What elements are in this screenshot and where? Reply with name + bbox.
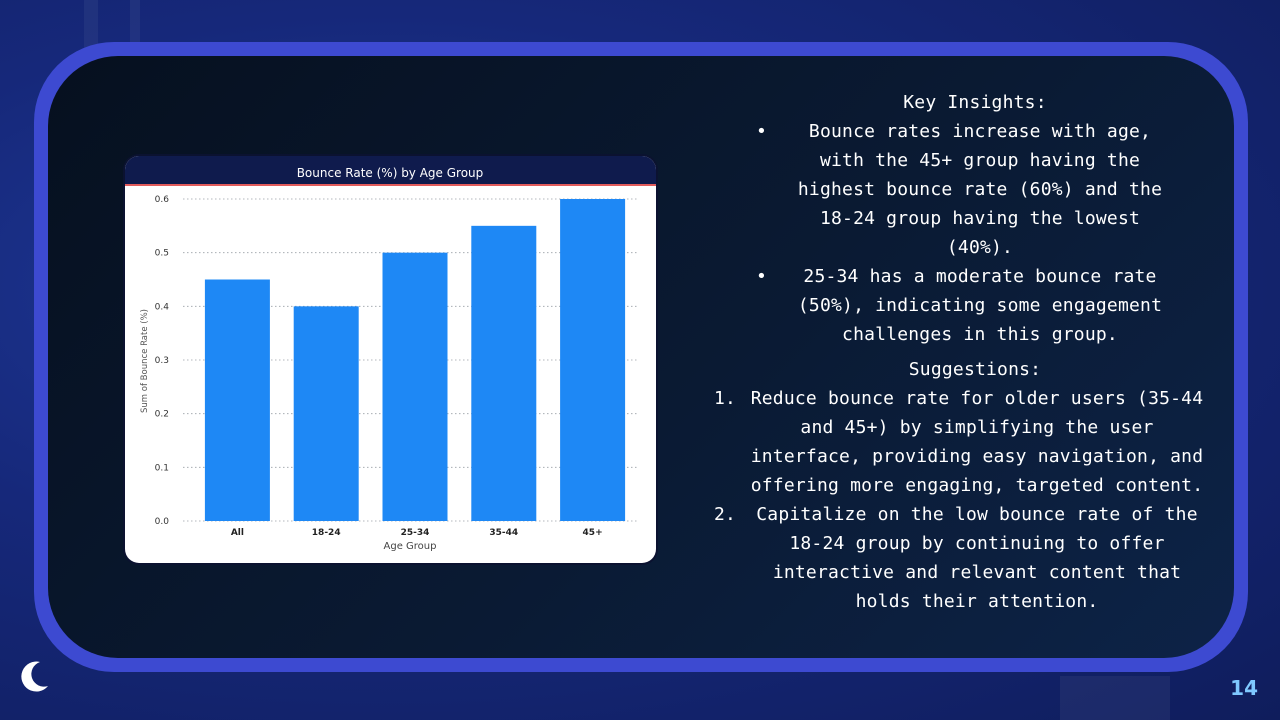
x-tick-label: 45+ bbox=[583, 528, 603, 538]
suggestion-text: Reduce bounce rate for older users (35-4… bbox=[750, 388, 1204, 496]
y-tick-label: 0.5 bbox=[155, 249, 169, 259]
bar-35-44[interactable] bbox=[471, 225, 537, 521]
bullet-icon: • bbox=[756, 121, 768, 142]
chart-header-bar bbox=[125, 156, 656, 184]
background-stripe bbox=[130, 0, 140, 60]
suggestion-number: 2. bbox=[714, 504, 737, 525]
moon-icon bbox=[21, 661, 48, 692]
y-axis-label: Sum of Bounce Rate (%) bbox=[140, 309, 150, 413]
x-tick-label: 35-44 bbox=[489, 528, 518, 538]
suggestion-item: 2. Capitalize on the low bounce rate of t… bbox=[700, 500, 1250, 616]
insight-item: • 25-34 has a moderate bounce rate (50%),… bbox=[700, 262, 1250, 349]
background-stripe bbox=[1060, 676, 1170, 720]
bar-All[interactable] bbox=[204, 279, 270, 522]
y-tick-label: 0.4 bbox=[155, 302, 170, 312]
y-tick-label: 0.6 bbox=[155, 195, 170, 205]
insights-text: Key Insights: • Bounce rates increase wit… bbox=[700, 88, 1250, 616]
bullet-icon: • bbox=[756, 266, 768, 287]
chart-title: Bounce Rate (%) by Age Group bbox=[297, 166, 484, 180]
page-number: 14 bbox=[1230, 676, 1258, 700]
x-tick-label: All bbox=[231, 528, 244, 538]
bar-18-24[interactable] bbox=[293, 306, 359, 521]
suggestions-heading: Suggestions: bbox=[908, 359, 1042, 380]
insights-list: • Bounce rates increase with age, with th… bbox=[700, 117, 1250, 349]
key-insights-heading: Key Insights: bbox=[903, 92, 1047, 113]
insight-item: • Bounce rates increase with age, with th… bbox=[700, 117, 1250, 262]
suggestion-number: 1. bbox=[714, 388, 737, 409]
bar-chart: Bounce Rate (%) by Age Group All 18-24 25-… bbox=[125, 156, 656, 552]
x-tick-label: 18-24 bbox=[312, 528, 341, 538]
y-tick-label: 0.2 bbox=[155, 410, 169, 420]
suggestion-text: Capitalize on the low bounce rate of the… bbox=[756, 504, 1198, 612]
y-tick-label: 0.3 bbox=[155, 356, 169, 366]
chart-header-line bbox=[125, 184, 656, 186]
insight-text: Bounce rates increase with age, with the… bbox=[797, 121, 1163, 258]
insight-text: 25-34 has a moderate bounce rate (50%), … bbox=[797, 266, 1163, 345]
y-tick-label: 0.0 bbox=[155, 517, 170, 527]
suggestions-list: 1. Reduce bounce rate for older users (35… bbox=[700, 384, 1250, 616]
x-tick-label: 25-34 bbox=[401, 528, 430, 538]
bar-chart-card: Bounce Rate (%) by Age Group All 18-24 25-… bbox=[125, 156, 656, 563]
bar-45+[interactable] bbox=[560, 199, 626, 521]
x-axis-label: Age Group bbox=[384, 541, 437, 552]
suggestion-item: 1. Reduce bounce rate for older users (35… bbox=[700, 384, 1250, 500]
y-tick-label: 0.1 bbox=[155, 463, 169, 473]
bar-25-34[interactable] bbox=[382, 252, 448, 521]
